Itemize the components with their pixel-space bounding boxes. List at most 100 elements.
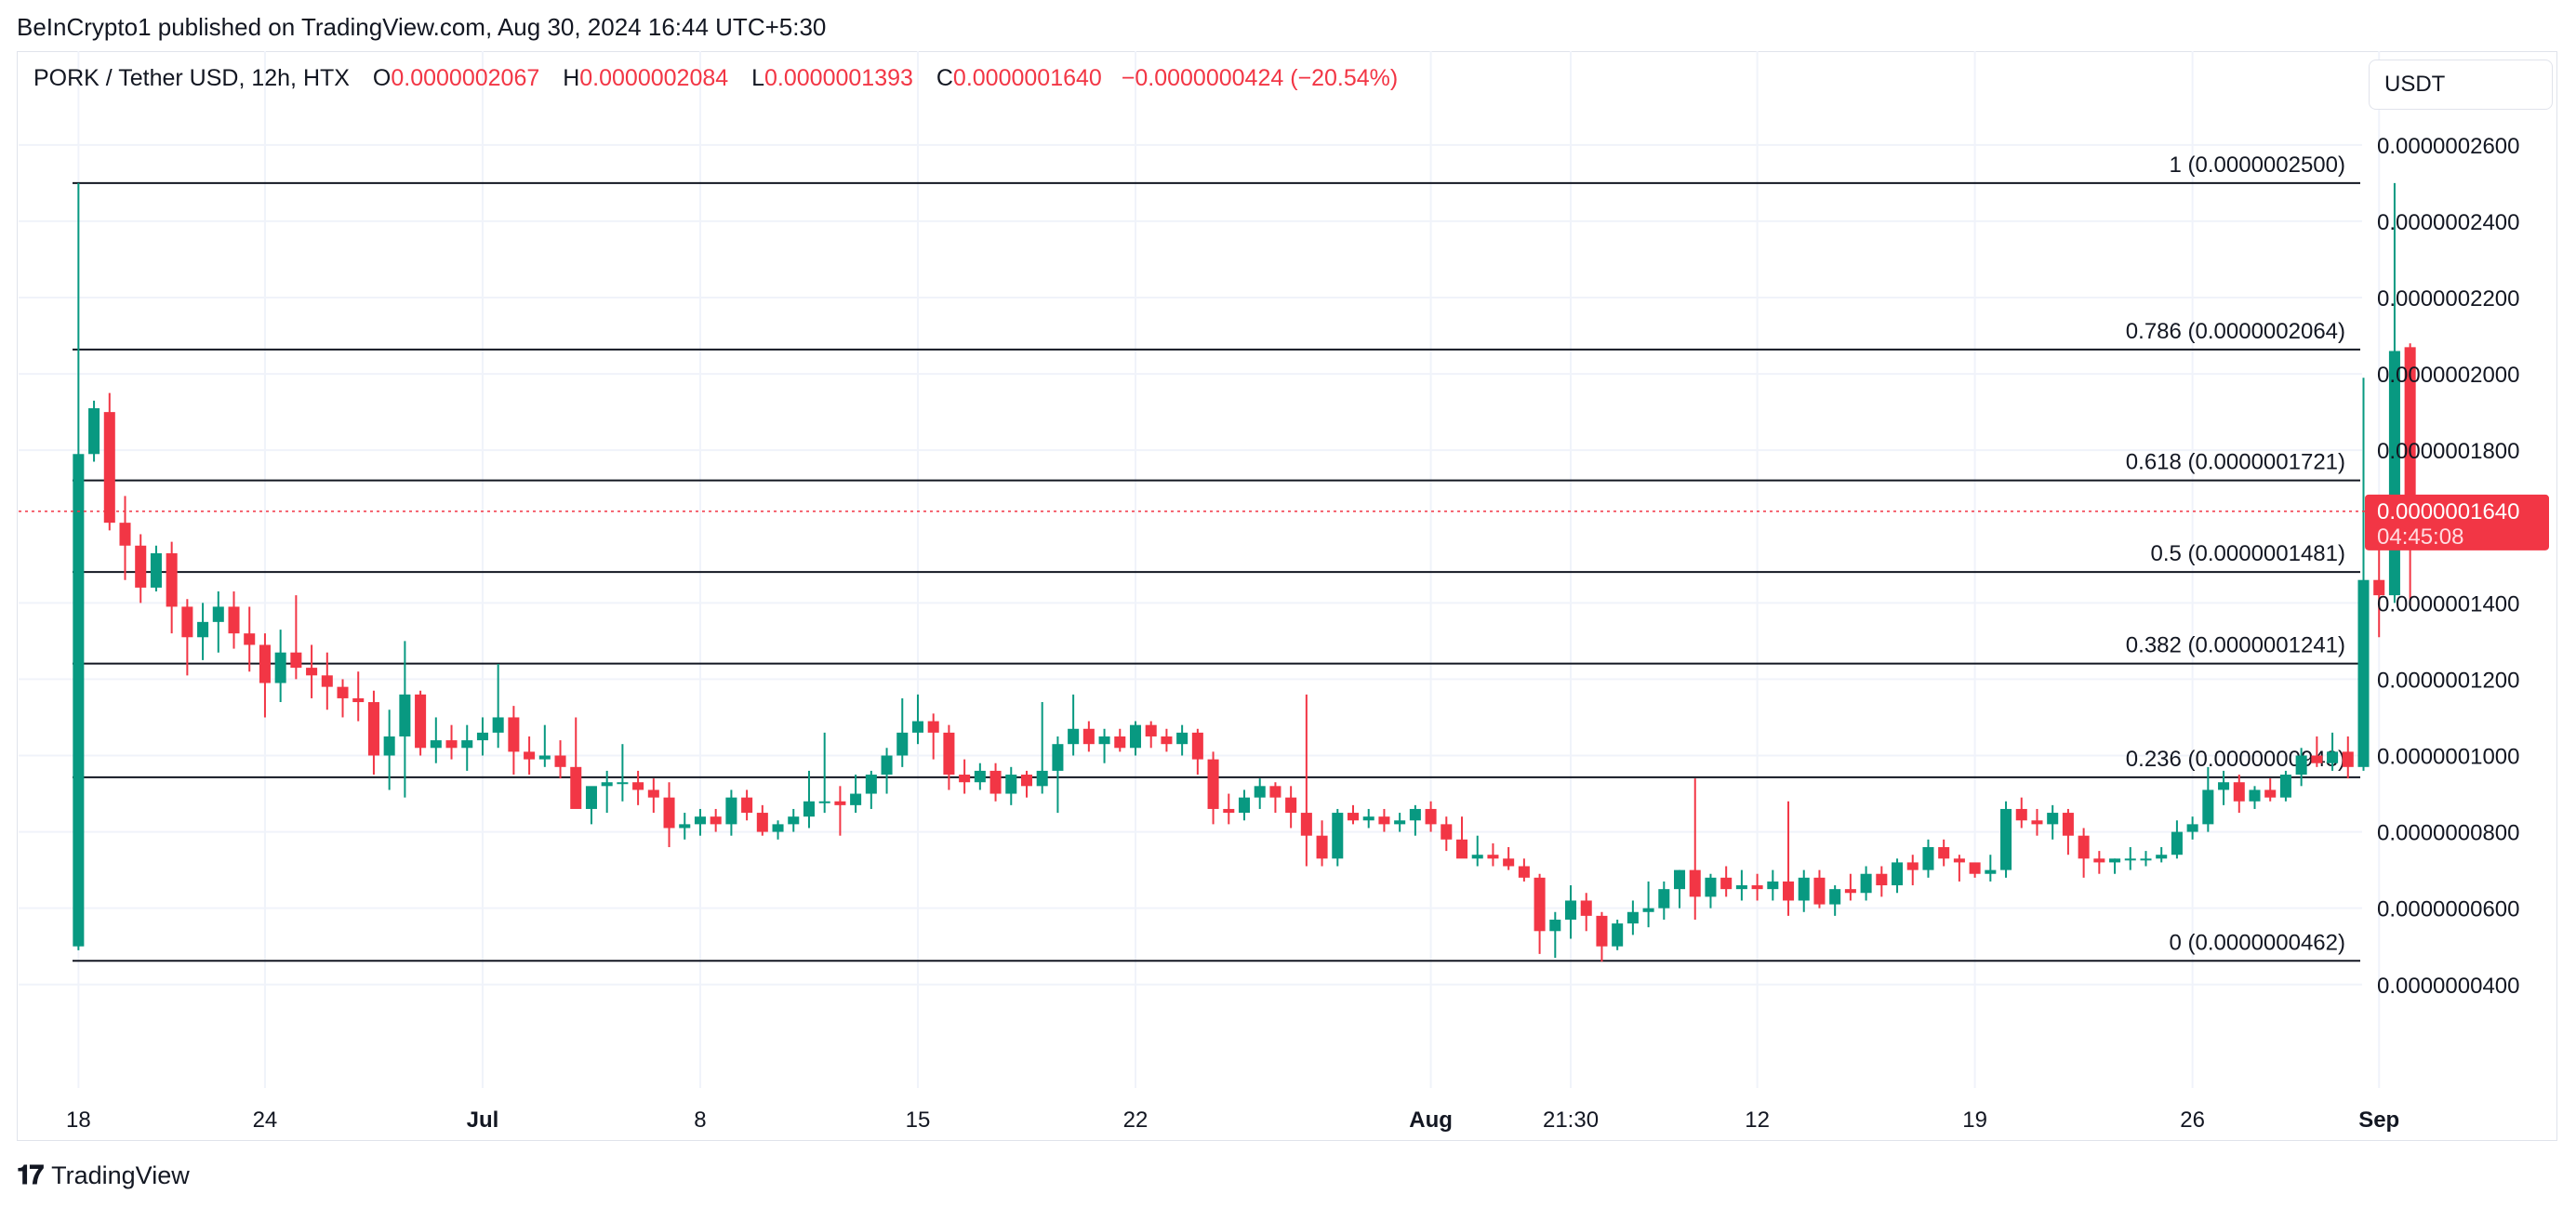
candle-body bbox=[1549, 919, 1561, 932]
candle-body bbox=[2357, 579, 2370, 767]
candle-body bbox=[367, 702, 379, 756]
footer-brand[interactable]: 𝟏𝟕 TradingView bbox=[17, 1161, 190, 1191]
candle-body bbox=[2186, 824, 2198, 832]
candle-body bbox=[772, 824, 784, 832]
candle-body bbox=[2249, 789, 2261, 802]
candle-body bbox=[538, 755, 551, 760]
candle-body bbox=[2264, 789, 2277, 798]
candle-body bbox=[259, 644, 271, 683]
tradingview-logo-icon: 𝟏𝟕 bbox=[17, 1161, 44, 1189]
currency-button[interactable]: USDT bbox=[2369, 60, 2553, 110]
candle-body bbox=[1316, 835, 1328, 859]
candle-body bbox=[896, 732, 909, 756]
price-tick-label: 0.0000002200 bbox=[2377, 286, 2520, 312]
candle-body bbox=[1642, 908, 1654, 912]
time-tick-label: 12 bbox=[1745, 1108, 1770, 1133]
candle-body bbox=[1735, 885, 1747, 890]
candle-body bbox=[1455, 839, 1468, 859]
low-label: L bbox=[751, 65, 765, 91]
candle-body bbox=[2311, 755, 2323, 763]
candle-body bbox=[741, 797, 753, 814]
candle-body bbox=[1798, 877, 1810, 901]
chart-grid bbox=[19, 51, 2381, 1088]
candle-body bbox=[88, 408, 100, 455]
high-value: 0.0000002084 bbox=[579, 65, 729, 91]
candle-body bbox=[1020, 775, 1033, 787]
price-tick-label: 0.0000002000 bbox=[2377, 363, 2520, 388]
chart-pane[interactable] bbox=[17, 51, 2557, 1141]
time-tick-label: 22 bbox=[1123, 1108, 1149, 1133]
candle-body bbox=[1938, 847, 1950, 859]
candle-body bbox=[1036, 770, 1048, 787]
candle-body bbox=[352, 697, 365, 703]
candle-body bbox=[2156, 855, 2168, 859]
candle-body bbox=[476, 732, 488, 741]
candle-body bbox=[927, 721, 939, 733]
price-tick-label: 0.0000002400 bbox=[2377, 210, 2520, 235]
candle-body bbox=[2047, 813, 2059, 825]
fib-level-label: 0.618 (0.0000001721) bbox=[2126, 450, 2345, 475]
candle-body bbox=[2062, 813, 2074, 836]
candle-body bbox=[1300, 813, 1312, 836]
candle-body bbox=[1285, 797, 1297, 814]
time-tick-label: 8 bbox=[694, 1108, 706, 1133]
published-caption: BeInCrypto1 published on TradingView.com… bbox=[17, 13, 827, 41]
candle-body bbox=[818, 801, 830, 803]
candle-body bbox=[554, 755, 566, 767]
candle-body bbox=[1985, 869, 1997, 874]
candle-body bbox=[632, 782, 644, 790]
candle-body bbox=[617, 782, 629, 785]
open-value: 0.0000002067 bbox=[391, 65, 540, 91]
candle-body bbox=[244, 633, 256, 645]
candle-body bbox=[803, 801, 815, 817]
candle-body bbox=[306, 668, 318, 676]
candle-body bbox=[865, 775, 877, 794]
fib-level-label: 1 (0.0000002500) bbox=[2170, 153, 2346, 178]
candle-body bbox=[2404, 347, 2416, 511]
candle-body bbox=[2015, 808, 2027, 821]
candle-body bbox=[2218, 782, 2230, 790]
fib-level-label: 0.786 (0.0000002064) bbox=[2126, 319, 2345, 344]
candle-body bbox=[508, 717, 520, 752]
candle-body bbox=[1720, 877, 1733, 890]
candle-body bbox=[1332, 813, 1344, 859]
candle-body bbox=[1565, 900, 1577, 920]
candle-body bbox=[1829, 889, 1841, 905]
candle-body bbox=[1347, 813, 1360, 821]
candle-body bbox=[1767, 881, 1779, 890]
time-tick-label: Sep bbox=[2358, 1108, 2399, 1133]
candle-body bbox=[337, 686, 349, 698]
candle-body bbox=[1658, 889, 1670, 909]
candle-body bbox=[1860, 873, 1872, 894]
symbol-title[interactable]: PORK / Tether USD, 12h, HTX bbox=[33, 65, 350, 91]
candle-body bbox=[2202, 789, 2214, 825]
candle-body bbox=[1518, 866, 1530, 878]
candle-body bbox=[1394, 820, 1406, 825]
candle-body bbox=[1238, 797, 1251, 814]
fib-level-label: 0.236 (0.0000000943) bbox=[2126, 747, 2345, 772]
candle-body bbox=[1751, 885, 1763, 890]
candles bbox=[73, 182, 2416, 962]
candle-body bbox=[943, 732, 955, 776]
candle-body bbox=[2109, 858, 2121, 863]
change-value: −0.0000000424 (−20.54%) bbox=[1121, 65, 1399, 91]
last-price-tag bbox=[2365, 494, 2549, 550]
price-tick-label: 0.0000002600 bbox=[2377, 134, 2520, 159]
candle-body bbox=[694, 816, 706, 825]
fibonacci-retracement: 1 (0.0000002500) 0.786 (0.0000002064) 0.61… bbox=[73, 153, 2360, 962]
candle-body bbox=[1689, 869, 1701, 897]
candle-body bbox=[959, 775, 971, 783]
price-tick-label: 0.0000001800 bbox=[2377, 439, 2520, 464]
candle-body bbox=[974, 770, 986, 783]
candle-body bbox=[524, 751, 536, 760]
candle-body bbox=[1207, 759, 1219, 809]
candle-body bbox=[1471, 855, 1483, 859]
candle-body bbox=[1783, 881, 1795, 901]
candle-body bbox=[647, 789, 659, 798]
candle-body bbox=[2327, 751, 2339, 763]
candle-body bbox=[756, 813, 768, 832]
time-tick-label: 15 bbox=[906, 1108, 931, 1133]
candle-body bbox=[1129, 724, 1142, 749]
candle-body bbox=[1068, 728, 1080, 745]
